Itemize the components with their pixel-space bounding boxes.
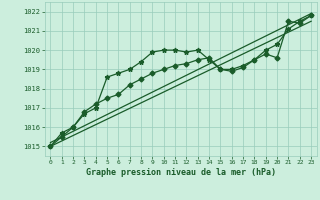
X-axis label: Graphe pression niveau de la mer (hPa): Graphe pression niveau de la mer (hPa) <box>86 168 276 177</box>
